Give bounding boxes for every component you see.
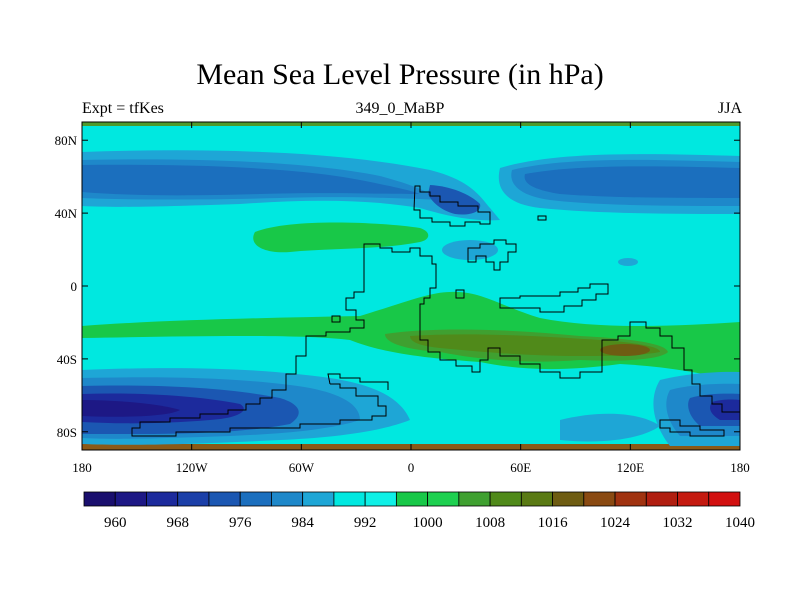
continent-outlines	[131, 185, 740, 437]
plot-title: Mean Sea Level Pressure (in hPa)	[196, 58, 604, 91]
colorbar-label: 1032	[663, 515, 693, 531]
colorbar-swatch	[677, 491, 710, 507]
contour-south-low-core-east	[710, 399, 740, 420]
colorbar-label: 1040	[725, 515, 755, 531]
y-tick-label: 0	[71, 279, 78, 294]
x-axis: 180 120W 60W 0 60E 120E 180	[72, 122, 750, 475]
colorbar-swatch	[302, 491, 335, 507]
colorbar-label: 976	[229, 515, 252, 531]
colorbar-swatch	[645, 491, 678, 507]
contour-north-high	[253, 222, 429, 253]
experiment-label: Expt = tfKes	[82, 100, 164, 117]
y-tick-label: 40S	[57, 352, 77, 367]
contour-small-low-2	[618, 258, 638, 266]
x-tick-label: 120W	[176, 460, 209, 475]
colorbar-swatch	[708, 491, 741, 507]
colorbar-swatch	[83, 491, 116, 507]
colorbar-swatch	[489, 491, 522, 507]
continent-gondwana-west-coast	[131, 243, 387, 437]
colorbar-swatch	[427, 491, 460, 507]
colorbar-swatch	[239, 491, 272, 507]
colorbar-swatch	[271, 491, 304, 507]
x-tick-label: 60W	[289, 460, 315, 475]
colorbar-label: 1000	[413, 515, 443, 531]
colorbar-swatch	[333, 491, 366, 507]
y-tick-label: 80N	[55, 133, 78, 148]
contour-north-band-inner-west	[82, 164, 420, 196]
colorbar: 960 968 976 984 992 1000 1008 1016 1024 1032 1040	[83, 491, 755, 531]
colorbar-label: 984	[291, 515, 314, 531]
continent-eastern-block	[467, 239, 517, 271]
colorbar-label: 1024	[600, 515, 631, 531]
colorbar-swatch	[520, 491, 553, 507]
continent-inner-coast	[327, 373, 389, 390]
contour-south-low-mid-ocean	[560, 413, 660, 442]
y-axis: 80N 40N 0 40S 80S	[55, 133, 740, 440]
colorbar-swatch	[458, 491, 491, 507]
colorbar-swatch	[146, 491, 179, 507]
colorbar-swatch	[395, 491, 429, 507]
continent-equatorial-strip	[499, 283, 609, 313]
colorbar-swatch	[177, 491, 210, 507]
colorbar-label: 992	[354, 515, 377, 531]
colorbar-label: 968	[166, 515, 189, 531]
continent-islet-2	[331, 315, 341, 323]
contour-south-low-deep-west	[82, 400, 180, 417]
period-label: 349_0_MaBP	[355, 100, 445, 117]
colorbar-swatch	[208, 491, 241, 507]
x-tick-label: 180	[730, 460, 750, 475]
colorbar-label: 1008	[475, 515, 505, 531]
continent-northern-landmass	[413, 185, 491, 227]
contour-small-low-1	[442, 240, 498, 260]
contour-south-high-core	[410, 334, 660, 356]
colorbar-label: 1016	[538, 515, 569, 531]
x-tick-label: 0	[408, 460, 415, 475]
continent-islet-1	[455, 289, 465, 299]
x-tick-label: 60E	[510, 460, 531, 475]
colorbar-swatch	[583, 491, 616, 507]
colorbar-swatch	[114, 491, 147, 507]
contour-fill	[82, 122, 740, 450]
y-tick-label: 80S	[57, 425, 77, 440]
colorbar-swatch	[552, 491, 585, 507]
contour-south-high-peak	[600, 344, 650, 356]
x-tick-label: 120E	[617, 460, 645, 475]
continent-small-island	[537, 215, 547, 221]
x-tick-label: 180	[72, 460, 92, 475]
continent-antarctic-piece	[659, 419, 725, 437]
contour-north-band-inner-east	[524, 166, 740, 198]
colorbar-swatch	[364, 491, 397, 507]
y-tick-label: 40N	[55, 206, 78, 221]
season-label: JJA	[717, 100, 742, 117]
colorbar-label: 960	[104, 515, 127, 531]
contour-north-low-core	[428, 185, 481, 215]
colorbar-swatch	[614, 491, 647, 507]
continent-gondwana-east-coast	[370, 243, 740, 413]
